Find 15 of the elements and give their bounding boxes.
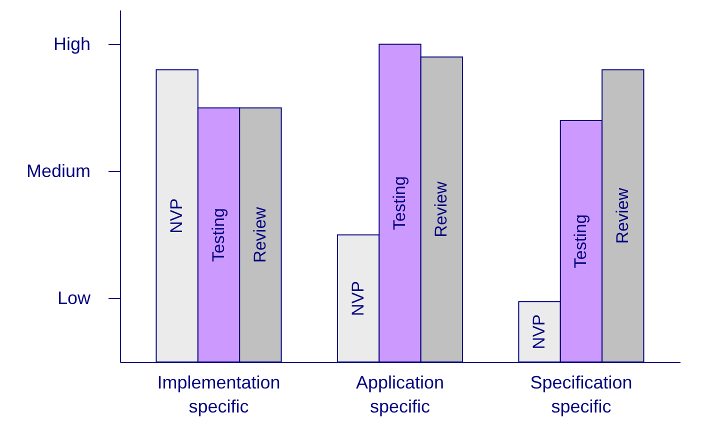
text: Medium xyxy=(26,160,90,181)
text: Review xyxy=(250,207,270,263)
text: NVP xyxy=(167,198,186,234)
text: NVP xyxy=(348,280,368,316)
text: High xyxy=(53,34,90,54)
text: Review xyxy=(432,182,451,238)
series-label: Testing xyxy=(390,176,409,230)
x-tick-label: Implementation specific xyxy=(157,372,280,416)
text: Testing xyxy=(571,214,590,268)
series-label: NVP xyxy=(530,314,549,350)
x-tick-label: Application specific xyxy=(356,372,444,416)
x-tick-label: Specification specific xyxy=(530,372,632,416)
text: Testing xyxy=(208,208,228,262)
text: Low xyxy=(57,288,92,308)
series-label: Review xyxy=(612,187,632,244)
